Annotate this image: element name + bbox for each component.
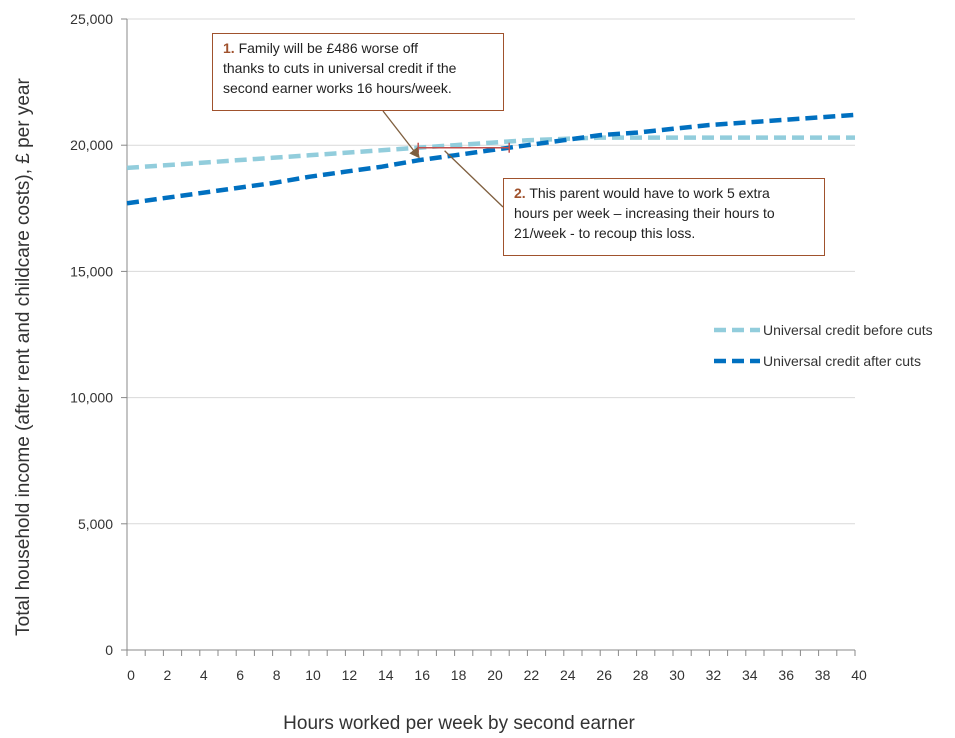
x-tick-label: 20 [487,667,503,683]
legend-label-2: Universal credit after cuts [763,353,921,369]
series-line-1 [126,135,855,171]
x-tick-label: 30 [669,667,685,683]
x-tick-label: 8 [273,667,281,683]
y-tick-label: 5,000 [78,516,113,532]
x-tick-label: 22 [524,667,540,683]
annotation-line: Family will be £486 worse off [238,40,419,56]
y-tick-label: 15,000 [70,263,113,279]
annotation-callout-2: 2. This parent would have to work 5 extr… [503,178,825,256]
annotation-arrows [382,110,510,208]
y-tick-label: 10,000 [70,390,113,406]
x-tick-label: 24 [560,667,576,683]
x-tick-label: 18 [451,667,467,683]
x-tick-label: 4 [200,667,208,683]
x-tick-label: 26 [596,667,612,683]
x-tick-label: 16 [414,667,430,683]
legend-label-1: Universal credit before cuts [763,322,933,338]
annotation-arrow-1 [382,110,420,159]
annotation-number: 1. [223,40,235,56]
annotation-line: hours per week – increasing their hours … [514,205,775,221]
legend: Universal credit before cuts Universal cr… [714,322,933,369]
annotation-line: second earner works 16 hours/week. [223,80,452,96]
y-tick-label: 25,000 [70,11,113,27]
x-tick-label: 28 [633,667,649,683]
annotation-callout-1: 1. Family will be £486 worse off thanks … [212,33,504,111]
grid-lines [127,18,855,525]
annotation-line: thanks to cuts in universal credit if th… [223,60,457,76]
x-tick-label: 40 [851,667,867,683]
series-lines [126,112,856,206]
x-tick-label: 0 [127,667,135,683]
x-axis-title: Hours worked per week by second earner [283,713,635,733]
y-tick-label: 20,000 [70,137,113,153]
annotation-arrow-2 [444,150,504,208]
annotation-number: 2. [514,185,526,201]
x-tick-label: 14 [378,667,394,683]
x-tick-label: 2 [164,667,172,683]
x-tick-label: 36 [778,667,794,683]
annotation-line: This parent would have to work 5 extra [529,185,770,201]
y-axis-title: Total household income (after rent and c… [13,78,34,636]
x-tick-label: 34 [742,667,758,683]
y-tick-label: 0 [105,642,113,658]
x-tick-label: 12 [342,667,358,683]
x-tick-label: 32 [706,667,722,683]
x-tick-label: 10 [305,667,321,683]
series-line-2 [126,112,856,206]
x-tick-label: 6 [236,667,244,683]
annotation-line: 21/week - to recoup this loss. [514,225,696,241]
x-tick-label: 38 [815,667,831,683]
